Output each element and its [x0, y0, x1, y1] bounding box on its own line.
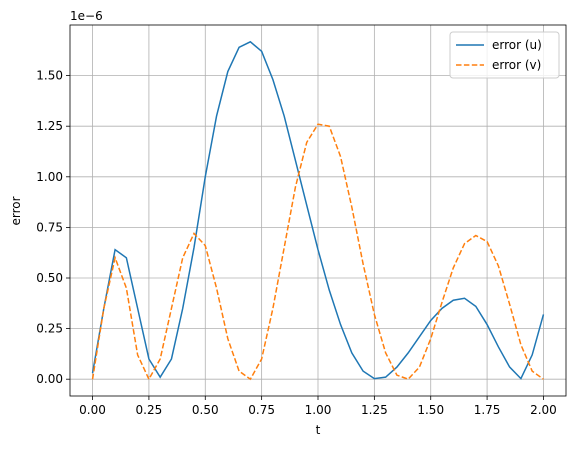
- y-tick-label: 1.00: [36, 170, 63, 184]
- plot-frame: [69, 24, 567, 397]
- x-tick-label: 0.25: [136, 403, 163, 417]
- y-tick-label: 0.75: [36, 220, 63, 234]
- offset-label: 1e−6: [70, 9, 103, 23]
- x-tick-label: 0.75: [248, 403, 275, 417]
- legend-label: error (v): [492, 58, 541, 72]
- legend-label: error (u): [492, 38, 542, 52]
- y-axis-label: error: [9, 196, 23, 225]
- y-tick-label: 0.25: [36, 322, 63, 336]
- x-tick-label: 2.00: [530, 403, 557, 417]
- y-tick-label: 0.50: [36, 271, 63, 285]
- x-tick-label: 1.75: [474, 403, 501, 417]
- x-axis-label: t: [316, 423, 321, 437]
- y-tick-label: 1.50: [36, 69, 63, 83]
- data-line: [91, 123, 544, 381]
- x-tick-label: 1.00: [305, 403, 332, 417]
- x-tick-label: 0.00: [79, 403, 106, 417]
- data-line: [91, 40, 545, 380]
- x-tick-label: 0.50: [192, 403, 219, 417]
- legend-box: [449, 31, 560, 79]
- y-tick-label: 1.25: [36, 119, 63, 133]
- x-tick-label: 1.50: [417, 403, 444, 417]
- y-tick-label: 0.00: [36, 372, 63, 386]
- x-tick-label: 1.25: [361, 403, 388, 417]
